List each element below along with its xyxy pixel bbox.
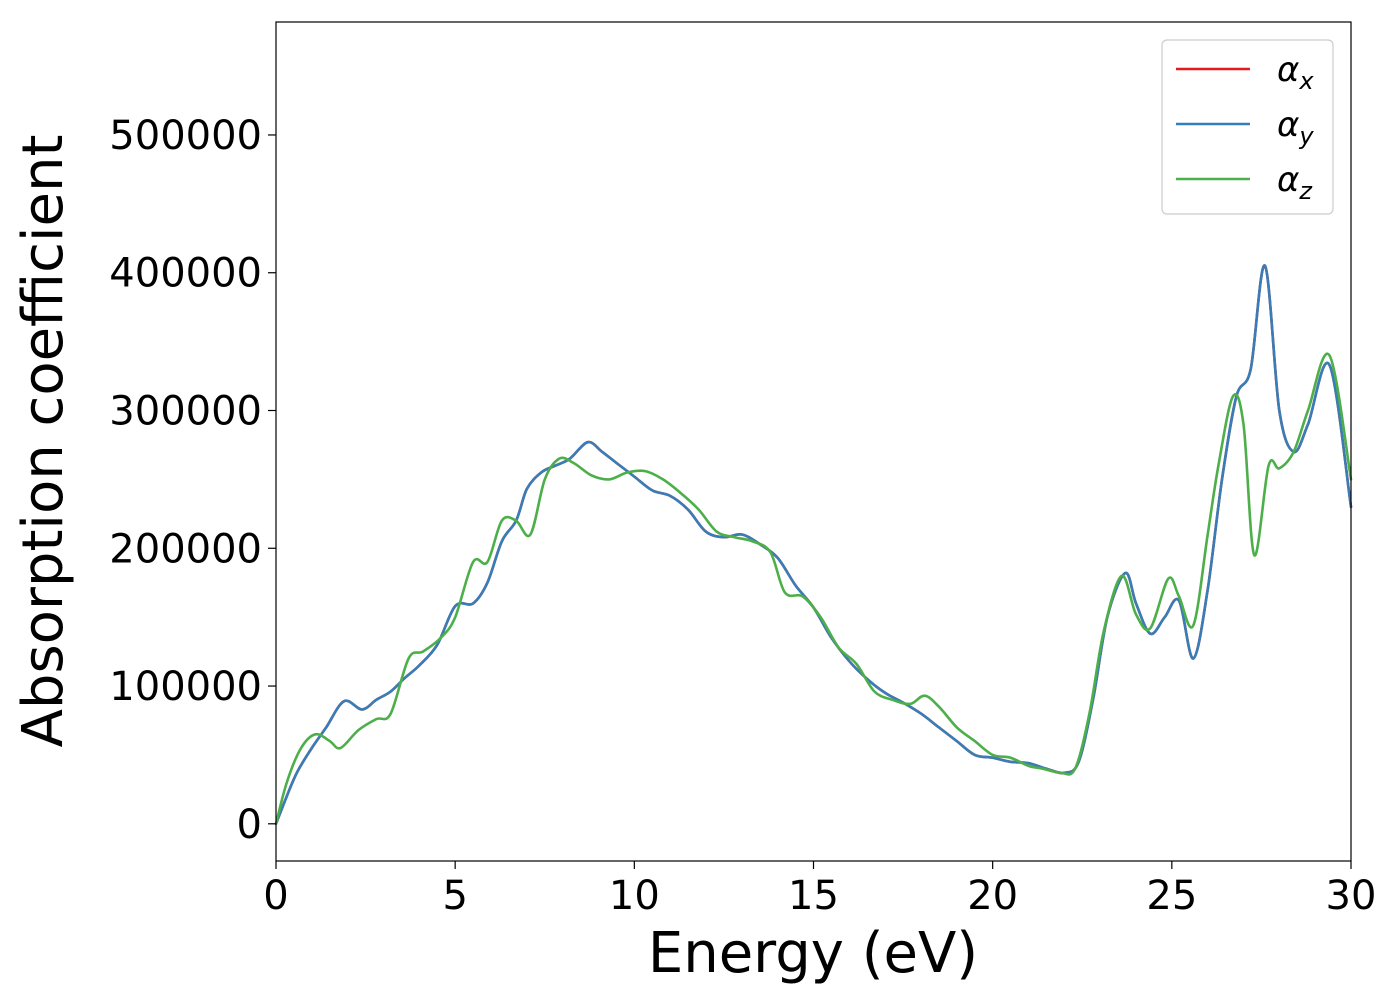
series-line-alpha-z — [274, 352, 1353, 826]
y-tick-label: 400000 — [109, 251, 262, 297]
y-tick-label: 100000 — [109, 664, 262, 710]
series-line-alpha-y — [274, 264, 1353, 826]
legend-label-alpha-y: αy — [1277, 105, 1314, 150]
y-tick-label: 200000 — [109, 526, 262, 572]
legend-box — [1161, 39, 1334, 215]
y-axis-ticks: 0 100000 200000 300000 400000 500000 — [109, 113, 276, 848]
y-tick-label: 500000 — [109, 113, 262, 159]
y-axis-title: Absorption coefficient — [11, 135, 76, 748]
x-tick-label: 10 — [609, 873, 660, 919]
x-tick-label: 30 — [1326, 873, 1377, 919]
x-tick-label: 15 — [788, 873, 839, 919]
x-axis-title: Energy (eV) — [648, 921, 978, 986]
legend-label-alpha-z: αz — [1277, 160, 1313, 205]
legend-label-alpha-x: αx — [1277, 50, 1314, 95]
y-tick-label: 300000 — [109, 389, 262, 435]
series-layer — [274, 264, 1353, 826]
y-tick-label: 0 — [237, 802, 262, 848]
x-tick-label: 25 — [1146, 873, 1197, 919]
x-tick-label: 20 — [967, 873, 1018, 919]
x-axis-ticks: 0 5 10 15 20 25 30 — [263, 861, 1376, 919]
x-tick-label: 5 — [442, 873, 467, 919]
legend: αx αy αz — [1161, 39, 1334, 215]
x-tick-label: 0 — [263, 873, 288, 919]
